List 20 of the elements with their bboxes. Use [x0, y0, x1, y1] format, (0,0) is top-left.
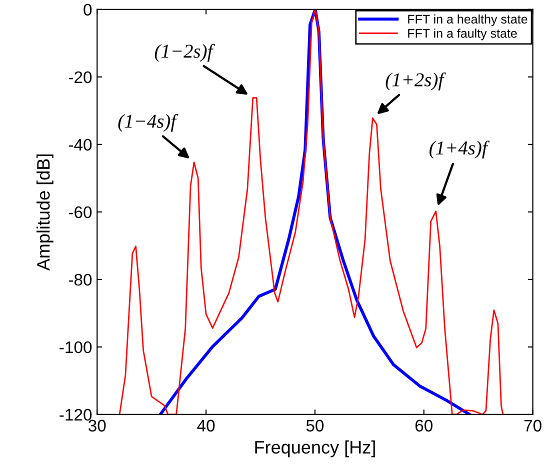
y-tick-label: -80 [68, 274, 92, 286]
y-tick-label: -20 [68, 71, 92, 84]
x-tick-label: 30 [88, 420, 106, 432]
y-tick-label: 0 [84, 4, 92, 16]
legend-label: FFT in a faulty state [408, 28, 517, 40]
y-tick-label: -40 [68, 138, 92, 151]
annotation: (1−2s)f [154, 44, 215, 62]
x-tick-label: 60 [415, 420, 432, 432]
x-tick-label: 50 [306, 420, 324, 432]
y-axis-title: Amplitude [dB] [36, 154, 54, 271]
y-tick-label: -120 [60, 408, 92, 421]
legend-label: FFT in a healthy state [408, 14, 528, 26]
y-tick-label: -100 [60, 341, 92, 354]
x-axis-title: Frequency [Hz] [255, 440, 375, 458]
annotation: (1+2s)f [386, 72, 446, 90]
x-tick-label: 70 [524, 420, 542, 432]
annotation: (1+4s)f [430, 140, 490, 158]
x-tick-label: 40 [197, 420, 215, 432]
annotation: (1−4s)f [118, 114, 178, 132]
y-tick-label: -60 [68, 206, 92, 218]
